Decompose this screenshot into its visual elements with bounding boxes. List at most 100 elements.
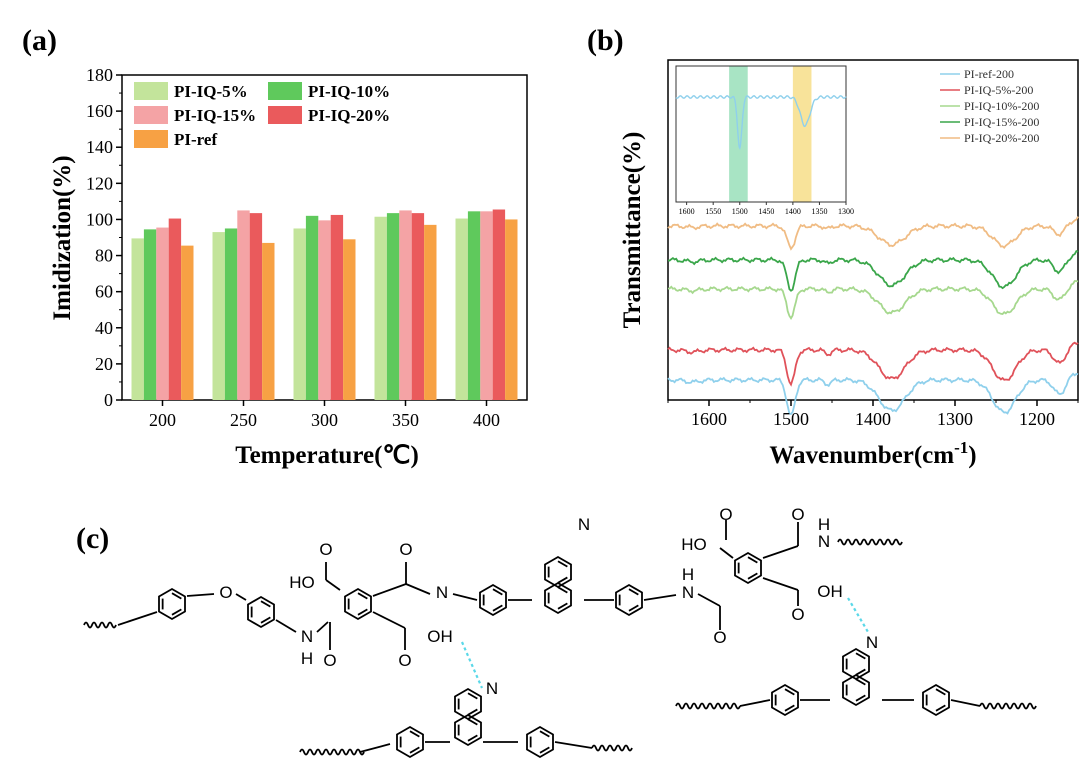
isoquinoline-1-upper-ring-double-bond [557,560,568,568]
bar-PI-IQ-5%-350 [374,216,387,400]
atom-O-6: O [719,505,732,524]
legend-swatch-PI-ref [134,130,168,148]
spectra-legend-label-PI-IQ-15%-200: PI-IQ-15%-200 [964,115,1039,129]
atom-N-1: N [301,627,313,646]
pyromellitic-ring-2-double-bond [747,556,758,564]
inset-frame [675,65,847,203]
x-tick-label-350: 350 [392,410,419,430]
bond [762,577,799,591]
spectra-lines [667,216,1079,416]
spectra-x-tick-label-1600: 1600 [691,409,727,429]
legend-label-PI-IQ-15%: PI-IQ-15% [174,106,256,125]
isoquinoline-3-upper-ring-double-bond [855,668,866,676]
wavy-end-bottom-right [979,702,1037,710]
y-tick-label-120: 120 [86,173,113,193]
spectrum-PI-ref-200 [667,372,1079,416]
isoquinoline-3-upper-ring-double-bond [855,652,866,660]
y-tick-label-0: 0 [104,390,113,410]
bar-chart-y-label: Imidization(%) [49,155,76,320]
spectra-x-axis: 1600 1500 1400 1300 1200 [667,400,1079,429]
bar-PI-IQ-20%-400 [492,209,506,400]
atom-HO-1: HO [289,573,315,592]
spectra-legend-label-PI-IQ-20%-200: PI-IQ-20%-200 [964,131,1039,145]
bond [950,699,981,707]
inset-x-tick-label-1450: 1450 [758,207,774,216]
atom-O-7: O [791,505,804,524]
bond [452,593,478,601]
atom-O-4: O [398,651,411,670]
atom-H-2: H [682,565,694,584]
bar-PI-IQ-20%-350 [411,213,425,400]
bar-chart-y-axis: 0 20 40 60 80 100 120 140 160 180 [86,65,122,410]
phenyl-ring-6-double-bond [539,730,550,738]
isoquinoline-3-lower-ring [842,673,870,707]
panel-c-label: (c) [76,522,109,555]
bar-PI-ref-200 [181,245,194,400]
spectra-chart: 1600 1500 1400 1300 1200 PI-ref-200 PI-IQ-5%-… [619,59,1079,469]
phenyl-ring-7 [771,683,799,717]
atom-N-isoquinoline-3: N [866,633,878,652]
atom-O-2: O [319,540,332,559]
y-tick-label-60: 60 [95,282,113,302]
phenyl-ring-3 [479,583,507,617]
atom-N-isoquinoline-2: N [486,679,498,698]
y-tick-label-140: 140 [86,137,113,157]
inset-x-tick-label-1350: 1350 [811,207,827,216]
atom-H-3: H [818,515,830,534]
isoquinoline-1-lower-ring-double-bond [557,602,568,610]
wavy-end-bottom-middle [591,744,633,752]
phenyl-ring-2 [247,595,275,629]
atom-OH-1: OH [427,627,453,646]
legend-swatch-PI-IQ-5% [134,82,168,100]
spectra-x-tick-label-1300: 1300 [937,409,973,429]
x-tick-label-400: 400 [473,410,500,430]
phenyl-ring-1-double-bond [171,592,182,600]
bond [719,547,734,559]
legend-label-PI-IQ-10%: PI-IQ-10% [308,82,390,101]
atom-O-3: O [399,540,412,559]
atom-O-1: O [323,651,336,670]
bar-PI-IQ-10%-200 [143,229,157,400]
y-tick-label-20: 20 [95,354,113,374]
legend-swatch-PI-IQ-10% [268,82,302,100]
pyromellitic-ring-2 [734,551,762,585]
spectra-legend-label-PI-IQ-5%-200: PI-IQ-5%-200 [964,83,1033,97]
bond [405,583,431,595]
x-tick-label-200: 200 [149,410,176,430]
bond [372,611,406,629]
spectra-x-tick-label-1200: 1200 [1019,409,1055,429]
bar-PI-IQ-10%-350 [386,213,400,400]
atom-N-2: N [436,583,448,602]
isoquinoline-1-lower-ring-double-bond [557,586,568,594]
isoquinoline-2-upper-ring-double-bond [467,708,478,716]
isoquinoline-2-upper-ring-double-bond [467,692,478,700]
bar-PI-ref-250 [262,242,275,400]
atom-H-1: H [301,649,313,668]
spectra-x-label: Wavenumber(cm-1) [769,438,976,469]
phenyl-ring-1 [158,587,186,621]
bar-PI-ref-400 [505,219,518,400]
wavy-end-left [83,621,117,629]
phenyl-ring-2-double-bond [260,600,271,608]
phenyl-ring-4-double-bond [628,604,639,612]
wavy-end-right-top [837,538,903,546]
phenyl-ring-2-double-bond [260,616,271,624]
bond [275,619,297,633]
atom-OH-2: OH [817,582,843,601]
isoquinoline-1-lower-ring [544,581,572,615]
spectra-legend-label-PI-IQ-10%-200: PI-IQ-10%-200 [964,99,1039,113]
inset-highlight-band-1 [792,66,812,202]
atom-HO-2: HO [681,535,707,554]
spectra-inset: 1600 1550 1500 1450 1400 1350 1300 [675,65,854,216]
spectrum-PI-IQ-20%-200 [667,216,1079,251]
phenyl-ring-3-double-bond [492,604,503,612]
y-tick-label-80: 80 [95,246,113,266]
isoquinoline-1-upper-ring [544,555,572,589]
x-tick-label-250: 250 [230,410,257,430]
phenyl-ring-5-double-bond [409,746,420,754]
atom-O-ether: O [219,583,232,602]
spectra-x-tick-label-1400: 1400 [855,409,891,429]
legend-swatch-PI-IQ-20% [268,106,302,124]
bond [117,611,158,626]
inset-x-tick-label-1600: 1600 [679,207,695,216]
